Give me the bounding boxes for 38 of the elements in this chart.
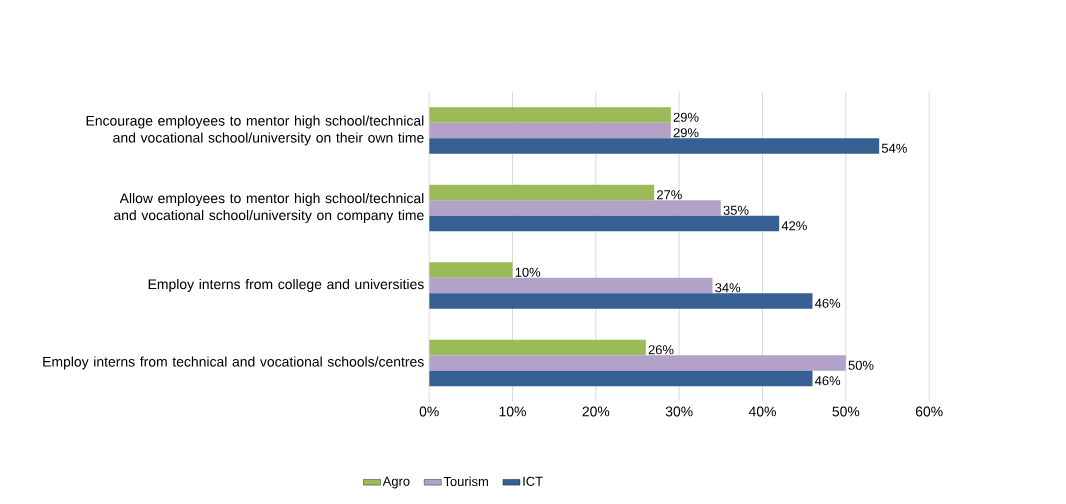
bar [429, 184, 655, 201]
data-label: 46% [815, 298, 841, 308]
bar [429, 339, 646, 356]
data-label: 46% [815, 376, 841, 386]
data-label: 35% [723, 205, 749, 215]
x-tick-label: 40% [748, 406, 776, 417]
bar [429, 200, 721, 216]
bar [429, 355, 846, 371]
bar [429, 107, 671, 123]
bar [429, 370, 813, 387]
legend-label: ICT [523, 476, 543, 486]
bar [429, 262, 513, 278]
x-tick-label: 60% [915, 406, 943, 417]
data-label: 10% [515, 267, 541, 277]
x-tick-label: 20% [582, 406, 610, 417]
bar [429, 277, 713, 294]
x-tick-label: 30% [665, 406, 693, 417]
data-label: 29% [673, 112, 699, 122]
legend-label: Tourism [443, 476, 488, 487]
data-label: 54% [881, 143, 907, 153]
data-label: 27% [657, 190, 682, 200]
legend-label: Agro [382, 476, 410, 489]
y-tick-label: Encourage employees to mentor high school/technical and vocational school/university on their own time [86, 115, 424, 146]
x-tick-label: 50% [832, 406, 860, 417]
bar [429, 122, 671, 139]
bar [429, 215, 780, 232]
x-tick-label: 10% [499, 406, 526, 417]
y-tick-label: Employ interns from college and universities [148, 278, 424, 292]
data-label: 26% [648, 345, 674, 355]
bar [429, 293, 813, 309]
y-tick-label: Employ interns from technical and vocational schools/centres [43, 356, 424, 370]
data-label: 34% [715, 283, 741, 293]
x-tick-label: 0% [419, 406, 439, 417]
data-label: 50% [848, 360, 874, 370]
y-tick-label: Allow employees to mentor high school/technical and vocational school/university on company time [114, 192, 424, 223]
data-label: 29% [673, 128, 699, 138]
bar [429, 138, 880, 154]
data-label: 42% [781, 221, 807, 231]
